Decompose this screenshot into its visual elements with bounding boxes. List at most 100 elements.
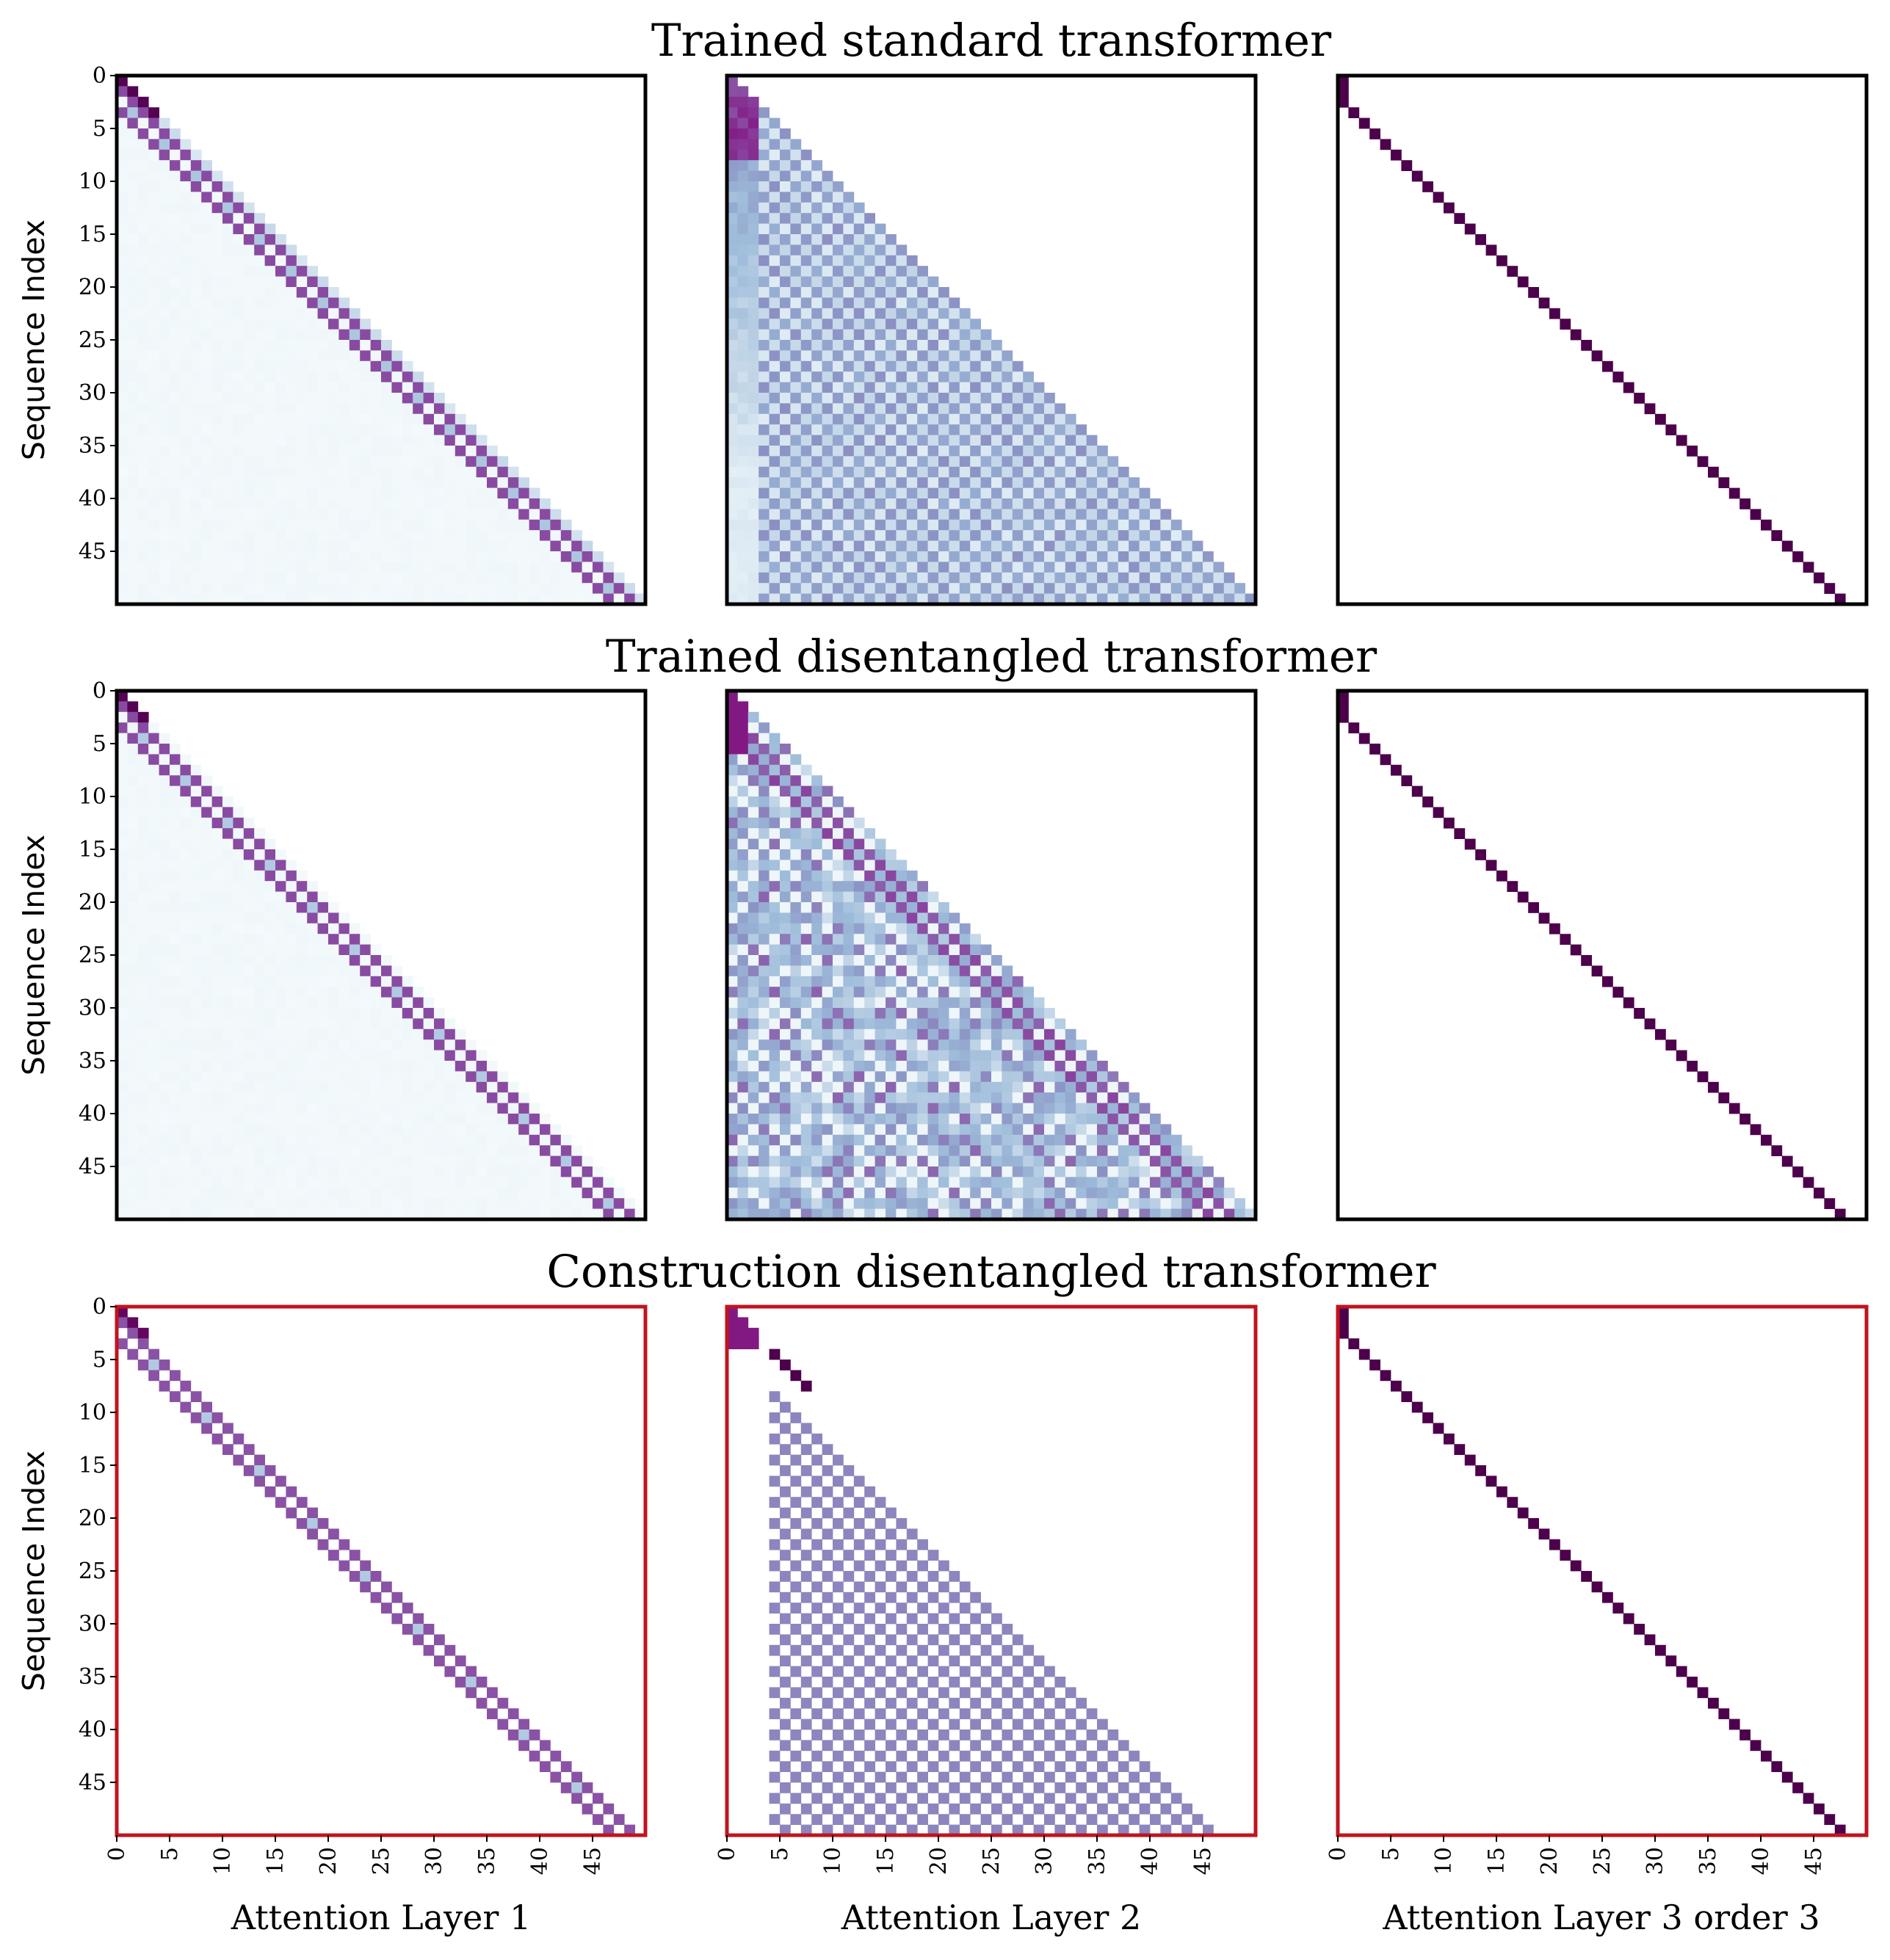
heatmap-cell [927,360,939,372]
heatmap-cell [349,1092,361,1103]
heatmap-cell [286,860,297,871]
heatmap-cell [571,593,582,605]
heatmap-cell [896,1050,908,1061]
x-axis-label-2: Attention Layer 3 order 3 [1382,1898,1820,1937]
heatmap-cell [833,234,844,245]
heatmap-cell [338,1071,350,1083]
heatmap-cell [875,287,886,298]
heatmap-cell [1054,446,1066,457]
heatmap-cell [487,1198,498,1209]
heatmap-cell [381,1061,392,1072]
heatmap-cell [328,923,339,934]
heatmap-cell [127,287,139,298]
heatmap-cell [180,849,192,860]
heatmap-cell [159,1061,170,1072]
heatmap-cell [243,319,255,330]
heatmap-cell [507,1208,519,1220]
heatmap-cell [117,446,128,457]
heatmap-cell [434,562,445,573]
heatmap-cell [980,435,992,446]
heatmap-cell [349,456,361,468]
heatmap-cell [159,1145,170,1156]
heatmap-cell [211,1092,223,1103]
heatmap-cell [117,466,128,478]
heatmap-cell [582,551,593,562]
heatmap-cell [938,934,949,945]
heatmap-cell [1023,1145,1034,1156]
heatmap-cell [243,487,255,499]
heatmap-cell [137,403,149,415]
heatmap-cell [758,149,770,161]
heatmap-cell [811,456,822,468]
heatmap-cell [117,308,128,319]
heatmap-cell [328,944,339,956]
heatmap-cell [307,509,318,520]
heatmap-cell [906,1050,918,1061]
heatmap-cell [613,583,625,594]
heatmap-cell [1129,1114,1140,1125]
heatmap-cell [317,1198,329,1209]
heatmap-cell [391,382,403,393]
heatmap-cell [917,287,928,298]
heatmap-cell [507,1166,519,1177]
heatmap-cell [117,86,128,98]
heatmap-cell [127,1092,139,1103]
heatmap-cell [613,1187,625,1199]
heatmap-cell [117,1114,128,1125]
heatmap-cell [769,350,781,362]
heatmap-cell [875,1114,886,1125]
heatmap-cell [843,1114,855,1125]
heatmap-cell [747,213,759,224]
heatmap-cell [413,1103,424,1114]
heatmap-cell [769,955,781,966]
heatmap-cell [927,329,939,341]
heatmap-cell [180,403,192,415]
heatmap-cell [800,340,812,351]
heatmap-cell [264,456,276,468]
heatmap-cell [843,955,855,966]
heatmap-cell [159,902,170,913]
heatmap-cell [747,849,759,860]
heatmap-cell [190,1028,202,1040]
heatmap-cell [243,287,255,298]
heatmap-cell [758,424,770,435]
heatmap-cell [507,487,519,499]
heatmap-cell [811,350,822,362]
heatmap-cell [328,435,339,446]
heatmap-cell [1023,1050,1034,1061]
heatmap-cell [571,530,582,541]
heatmap-cell [264,1008,276,1019]
heatmap-cell [507,1081,519,1093]
heatmap-cell [811,329,822,341]
heatmap-cell [769,255,781,266]
heatmap-cell [790,912,802,924]
heatmap-cell [800,160,812,171]
heatmap-cell [1097,1061,1108,1072]
heatmap-cell [727,912,738,924]
heatmap-cell [864,244,875,256]
heatmap-cell [391,1018,403,1030]
heatmap-cell [800,393,812,404]
heatmap-cell [747,403,759,415]
heatmap-cell [286,477,297,488]
heatmap-cell [117,76,128,87]
heatmap-cell [959,466,971,478]
heatmap-cell [466,1187,477,1199]
heatmap-cell [370,382,382,393]
heatmap-cell [391,509,403,520]
heatmap-cell [1023,1114,1034,1125]
heatmap-cell [264,382,276,393]
heatmap-cell [243,965,255,977]
heatmap-cell [769,593,781,605]
heatmap-cell [917,934,928,945]
heatmap-cell [211,807,223,819]
heatmap-cell [737,435,749,446]
heatmap-cell [222,329,233,341]
heatmap-cell [769,170,781,182]
heatmap-cell [434,1092,445,1103]
heatmap-cell [444,1050,456,1061]
heatmap-cell [211,244,223,256]
heatmap-cell [148,456,159,468]
heatmap-cell [790,955,802,966]
heatmap-cell [286,593,297,605]
